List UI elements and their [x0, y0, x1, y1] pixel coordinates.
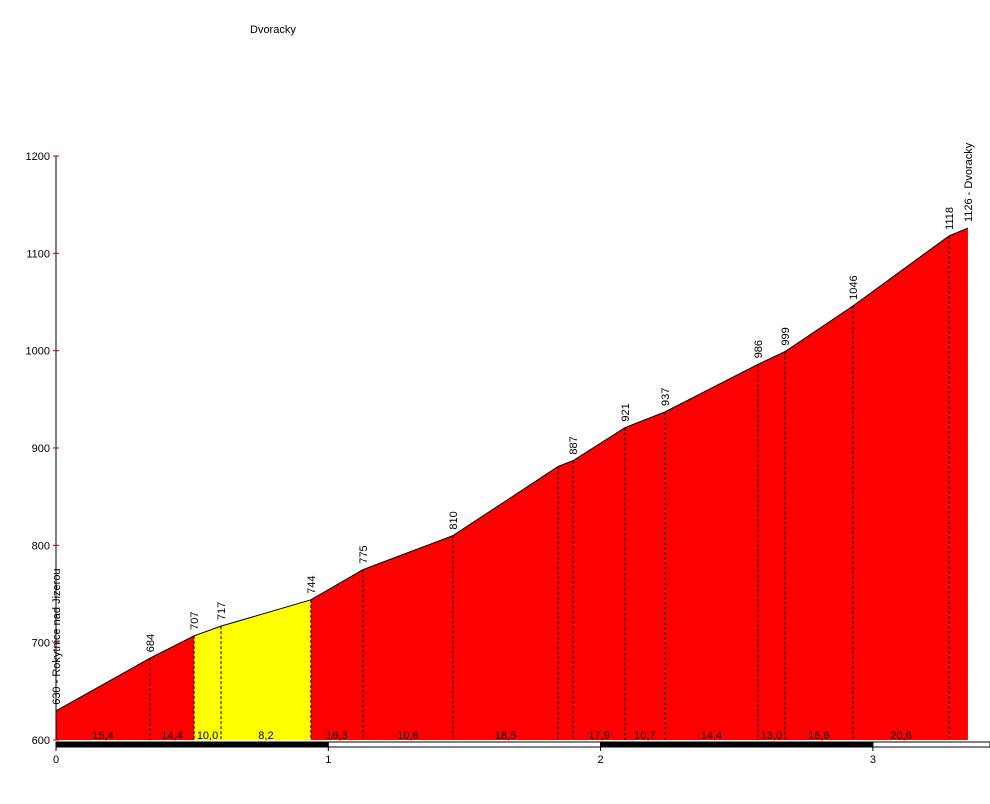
x-tick-label: 1: [325, 754, 331, 766]
y-tick-label: 900: [32, 443, 50, 455]
gradient-label: 17,9: [588, 730, 609, 742]
point-label: 887: [568, 436, 580, 454]
gradient-label: 10,6: [397, 730, 418, 742]
distance-bar: [327, 741, 602, 748]
gradient-label: 20,6: [890, 730, 911, 742]
gradient-label: 8,2: [258, 730, 273, 742]
gradient-label: 16,3: [326, 730, 347, 742]
profile-segment: [362, 535, 454, 740]
point-label: 810: [448, 511, 460, 529]
gradient-label: 18,5: [495, 730, 516, 742]
profile-segment: [625, 411, 665, 740]
point-label: 1046: [848, 275, 860, 299]
gradient-label: 15,4: [92, 730, 113, 742]
profile-segment: [757, 351, 785, 740]
profile-segment: [949, 228, 968, 740]
profile-segment: [853, 235, 950, 740]
y-tick-label: 600: [32, 735, 50, 747]
point-label: 775: [358, 545, 370, 563]
point-label: 630 - Rokytnice nad Jizerou: [51, 568, 63, 704]
point-label: 986: [753, 340, 765, 358]
point-label: 1126 - Dvoracky: [963, 142, 975, 222]
profile-segment: [194, 626, 222, 740]
y-tick-label: 1000: [26, 346, 50, 358]
point-label: 937: [660, 388, 672, 406]
point-label: 744: [306, 575, 318, 593]
y-tick-label: 1100: [26, 248, 50, 260]
gradient-label: 14,4: [161, 730, 182, 742]
point-label: 1118: [944, 207, 956, 230]
profile-line: [55, 227, 969, 712]
point-label: 717: [216, 602, 228, 620]
profile-segment: [573, 427, 626, 740]
chart-title: Dvoracky: [250, 24, 296, 36]
y-tick-label: 700: [32, 638, 50, 650]
x-tick-label: 3: [870, 754, 876, 766]
profile-segment: [221, 599, 311, 740]
profile-segment: [149, 635, 195, 740]
profile-segment: [784, 305, 854, 740]
y-tick-label: 800: [32, 540, 50, 552]
gradient-label: 16,6: [808, 730, 829, 742]
point-label: 921: [620, 403, 632, 421]
profile-segment: [310, 569, 363, 740]
point-label: 999: [780, 327, 792, 345]
distance-bar: [600, 741, 874, 748]
profile-segment: [558, 460, 574, 740]
gradient-label: 14,4: [701, 730, 722, 742]
gradient-label: 13,0: [761, 730, 782, 742]
profile-segment: [664, 364, 758, 740]
gradient-label: 10,0: [197, 730, 218, 742]
point-label: 684: [145, 634, 157, 652]
point-label: 707: [189, 611, 201, 629]
y-tick-label: 1200: [26, 151, 50, 163]
gradient-label: 10,7: [634, 730, 655, 742]
distance-bar: [872, 741, 990, 748]
distance-bar: [55, 741, 329, 748]
x-tick-label: 0: [53, 754, 59, 766]
profile-segment: [56, 658, 150, 740]
profile-segment: [453, 466, 559, 740]
x-tick-label: 2: [598, 754, 604, 766]
